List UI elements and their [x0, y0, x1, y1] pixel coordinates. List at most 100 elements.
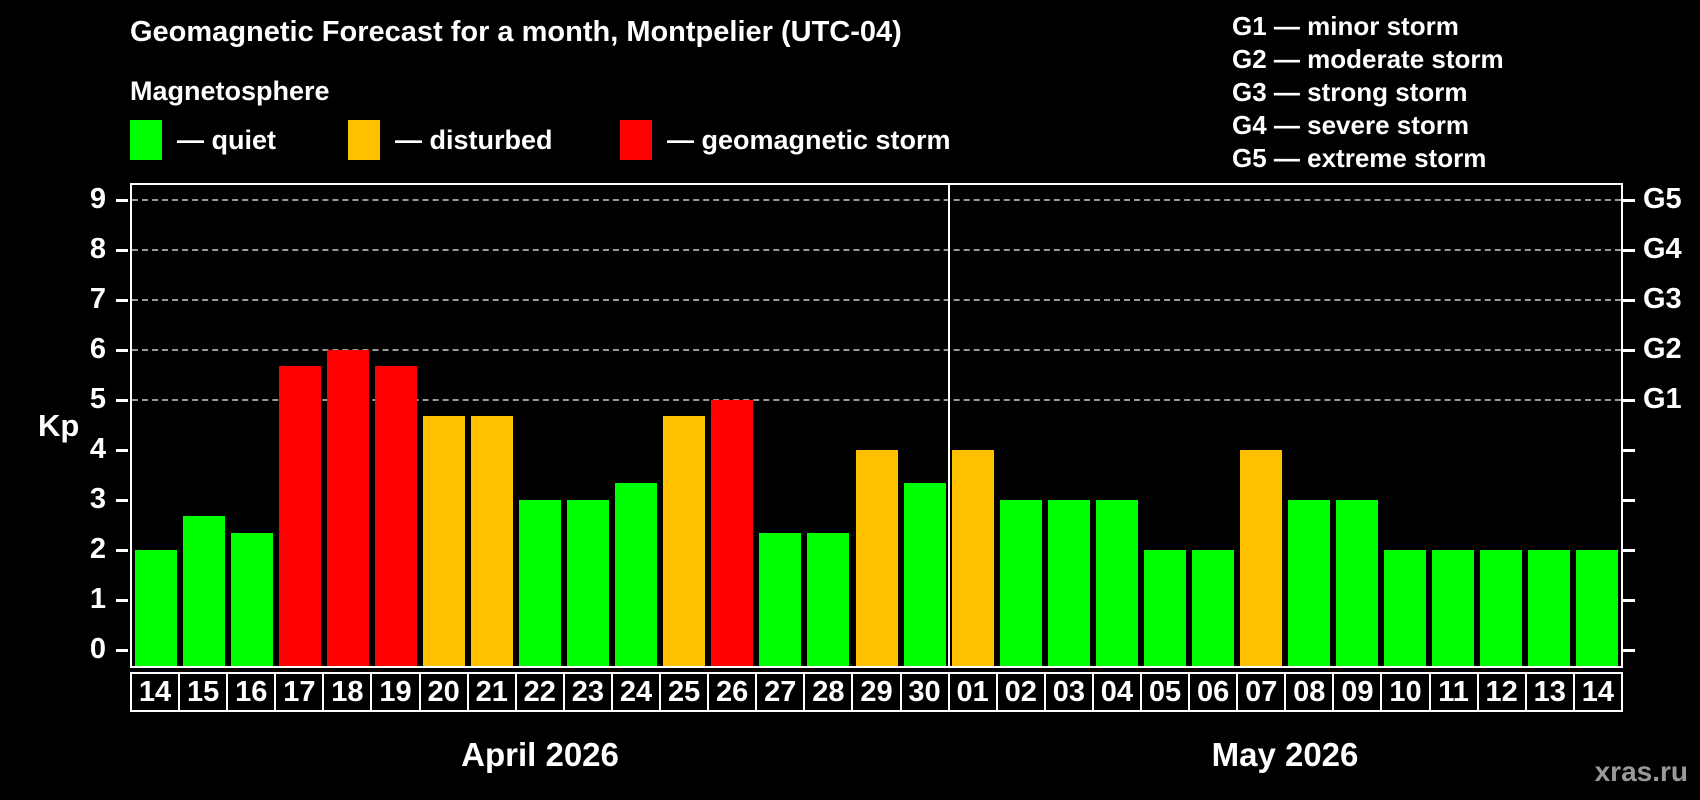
- g-legend-line: G3 — strong storm: [1232, 77, 1468, 107]
- legend-label-disturbed: — disturbed: [395, 124, 553, 155]
- kp-bar-day-25: [663, 416, 705, 666]
- gridline-kp7: [132, 299, 1621, 301]
- kp-bar-day-14: [135, 550, 177, 666]
- date-cell-01: 01: [950, 674, 998, 710]
- kp-bar-day-22: [519, 500, 561, 666]
- left-tick-6: [116, 349, 128, 352]
- page-title: Geomagnetic Forecast for a month, Montpe…: [130, 16, 902, 48]
- date-cell-17: 17: [276, 674, 325, 710]
- right-tick-1: [1623, 599, 1635, 602]
- kp-bar-day-01: [952, 450, 994, 666]
- legend-label-quiet: — quiet: [177, 124, 276, 155]
- g-level-label-G3: G3: [1643, 283, 1682, 315]
- date-cell-08: 08: [1286, 674, 1335, 710]
- gridline-kp6: [132, 349, 1621, 351]
- left-tick-0: [116, 649, 128, 652]
- date-axis-row: 14 15 16 17 18 19 20 21 22 23 24 25 26 27 28 29 30 01 02 03…: [130, 672, 1623, 712]
- kp-bar-day-20: [423, 416, 465, 666]
- date-cell-23: 23: [565, 674, 613, 710]
- kp-bar-day-19: [375, 366, 417, 666]
- kp-bar-day-15: [183, 516, 225, 666]
- date-cell-20: 20: [421, 674, 469, 710]
- date-cell-30: 30: [902, 674, 950, 710]
- legend-item-quiet: — quiet: [130, 120, 276, 160]
- g-legend-line: G5 — extreme storm: [1232, 143, 1487, 173]
- y-tick-label-2: 2: [89, 533, 106, 565]
- date-cell-13: 13: [1527, 674, 1575, 710]
- y-tick-label-1: 1: [89, 583, 106, 615]
- right-tick-7: [1623, 299, 1635, 302]
- y-tick-label-6: 6: [89, 333, 106, 365]
- kp-bar-day-28: [807, 533, 849, 666]
- date-cell-11: 11: [1431, 674, 1479, 710]
- date-cell-12: 12: [1479, 674, 1527, 710]
- kp-bar-day-13: [1528, 550, 1570, 666]
- date-cell-29: 29: [853, 674, 902, 710]
- left-tick-8: [116, 249, 128, 252]
- kp-bar-day-27: [759, 533, 801, 666]
- right-tick-8: [1623, 249, 1635, 252]
- date-cell-16: 16: [228, 674, 277, 710]
- month-label: April 2026: [461, 736, 619, 773]
- date-cell-07: 07: [1238, 674, 1287, 710]
- right-tick-2: [1623, 549, 1635, 552]
- subtitle-magnetosphere: Magnetosphere: [130, 76, 330, 106]
- kp-bar-day-26: [711, 400, 753, 666]
- left-tick-2: [116, 549, 128, 552]
- plot-area: [130, 183, 1623, 668]
- g-scale-legend: G1 — minor storm G2 — moderate storm G3 — …: [1232, 10, 1504, 175]
- date-cell-25: 25: [661, 674, 710, 710]
- watermark: xras.ru: [1594, 756, 1688, 787]
- kp-bar-day-07: [1240, 450, 1282, 666]
- y-tick-label-5: 5: [89, 383, 106, 415]
- kp-bar-day-17: [279, 366, 321, 666]
- kp-bar-day-02: [1000, 500, 1042, 666]
- y-tick-label-4: 4: [89, 433, 106, 465]
- kp-bar-day-30: [904, 483, 946, 666]
- legend-item-disturbed: — disturbed: [348, 120, 553, 160]
- date-cell-10: 10: [1382, 674, 1431, 710]
- right-tick-9: [1623, 199, 1635, 202]
- g-legend-line: G4 — severe storm: [1232, 110, 1470, 140]
- g-level-label-G1: G1: [1643, 383, 1682, 415]
- left-tick-5: [116, 399, 128, 402]
- legend-label-storm: — geomagnetic storm: [667, 124, 951, 155]
- kp-bar-day-03: [1048, 500, 1090, 666]
- date-cell-04: 04: [1094, 674, 1142, 710]
- kp-bar-day-09: [1336, 500, 1378, 666]
- date-cell-15: 15: [180, 674, 229, 710]
- kp-bar-day-08: [1288, 500, 1330, 666]
- date-cell-14: 14: [1581, 675, 1614, 708]
- right-tick-5: [1623, 399, 1635, 402]
- right-tick-3: [1623, 499, 1635, 502]
- gridline-kp9: [132, 199, 1621, 201]
- disturbed-color-swatch: [348, 120, 380, 160]
- g-level-label-G2: G2: [1643, 333, 1682, 365]
- date-cell-21: 21: [469, 674, 517, 710]
- gridline-kp8: [132, 249, 1621, 251]
- month-label: May 2026: [1211, 736, 1359, 773]
- kp-bar-day-18: [327, 350, 369, 666]
- g-level-label-G4: G4: [1643, 233, 1682, 265]
- y-tick-label-8: 8: [89, 233, 106, 265]
- quiet-color-swatch: [130, 120, 162, 160]
- date-cell-06: 06: [1190, 674, 1239, 710]
- kp-bar-day-21: [471, 416, 513, 666]
- date-cell-14: 14: [132, 674, 181, 710]
- left-tick-3: [116, 499, 128, 502]
- date-cell-22: 22: [517, 674, 565, 710]
- g-legend-line: G2 — moderate storm: [1232, 44, 1504, 74]
- date-cell-05: 05: [1142, 674, 1191, 710]
- kp-bar-day-04: [1096, 500, 1138, 666]
- kp-bar-day-24: [615, 483, 657, 666]
- right-tick-4: [1623, 449, 1635, 452]
- legend-item-storm: — geomagnetic storm: [620, 120, 951, 160]
- y-axis-title: Kp: [38, 408, 80, 443]
- kp-bar-day-23: [567, 500, 609, 666]
- left-tick-1: [116, 599, 128, 602]
- left-tick-4: [116, 449, 128, 452]
- g-level-label-G5: G5: [1643, 183, 1682, 215]
- right-tick-0: [1623, 649, 1635, 652]
- y-tick-label-0: 0: [89, 633, 106, 665]
